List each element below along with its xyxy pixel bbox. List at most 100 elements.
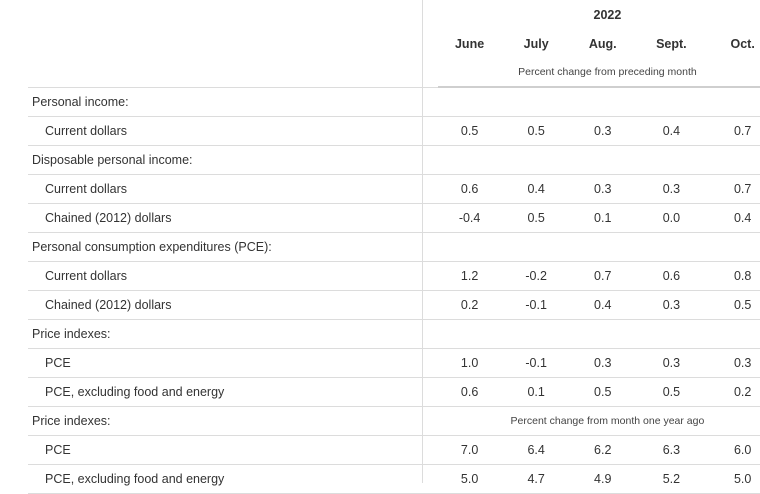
section-label: Personal consumption expenditures (PCE): [28, 232, 438, 262]
value-cell: 1.2 [437, 261, 502, 291]
section-label: Price indexes: [28, 319, 438, 349]
table-row: Current dollars 1.2 -0.2 0.7 0.6 0.8 [28, 261, 760, 291]
value-cell [437, 145, 502, 175]
value-cell: 0.8 [708, 261, 760, 291]
section-label: Price indexes: [28, 406, 438, 436]
personal-income-table: 2022 June July Aug. Sept. Oct. Percent c… [28, 0, 760, 494]
value-cell: -0.1 [501, 348, 571, 378]
blank-header-cell [28, 0, 438, 30]
value-cell [571, 232, 635, 262]
value-cell: 0.4 [708, 203, 760, 233]
value-cell [634, 145, 709, 175]
year-header-row: 2022 [28, 0, 760, 30]
value-cell [571, 145, 635, 175]
value-cell [501, 145, 571, 175]
value-cell: 0.3 [634, 348, 709, 378]
value-cell: 4.9 [571, 464, 635, 494]
value-cell: 0.7 [708, 116, 760, 146]
table-row: Personal income: [28, 87, 760, 117]
value-cell: 0.0 [634, 203, 709, 233]
value-cell [437, 87, 502, 117]
table-row: Disposable personal income: [28, 145, 760, 175]
data-table-container: 2022 June July Aug. Sept. Oct. Percent c… [28, 0, 760, 494]
value-cell: 0.6 [437, 174, 502, 204]
row-label: Current dollars [28, 261, 438, 291]
row-label: PCE, excluding food and energy [28, 377, 438, 407]
value-cell: 6.0 [708, 435, 760, 465]
table-row: PCE, excluding food and energy 5.0 4.7 4.9 5… [28, 464, 760, 494]
month-header-row: June July Aug. Sept. Oct. [28, 30, 760, 58]
value-cell: 5.0 [437, 464, 502, 494]
row-label: Chained (2012) dollars [28, 203, 438, 233]
table-row: Chained (2012) dollars 0.2 -0.1 0.4 0.3 0.5 [28, 290, 760, 320]
value-cell [634, 87, 709, 117]
value-cell: 0.3 [571, 348, 635, 378]
value-cell: -0.1 [501, 290, 571, 320]
value-cell: 0.6 [437, 377, 502, 407]
month-header: June [454, 37, 485, 51]
table-row: Personal consumption expenditures (PCE): [28, 232, 760, 262]
value-cell: 0.5 [634, 377, 709, 407]
value-cell: 6.4 [501, 435, 571, 465]
value-cell: 0.7 [708, 174, 760, 204]
value-cell: 0.2 [708, 377, 760, 407]
table-row: Current dollars 0.6 0.4 0.3 0.3 0.7 [28, 174, 760, 204]
value-cell: -0.2 [501, 261, 571, 291]
value-cell [501, 87, 571, 117]
row-label: Chained (2012) dollars [28, 290, 438, 320]
value-cell [634, 232, 709, 262]
value-cell: 0.4 [634, 116, 709, 146]
value-cell: 1.0 [437, 348, 502, 378]
subheading-row: Percent change from preceding month [28, 58, 760, 88]
value-cell: 5.2 [634, 464, 709, 494]
year-header: 2022 [593, 8, 622, 22]
value-cell: -0.4 [437, 203, 502, 233]
value-cell: 0.4 [501, 174, 571, 204]
table-subheading: Percent change from month one year ago [437, 406, 760, 436]
table-row: PCE 7.0 6.4 6.2 6.3 6.0 [28, 435, 760, 465]
value-cell: 0.1 [501, 377, 571, 407]
value-cell [501, 319, 571, 349]
blank-header-cell [28, 58, 438, 88]
value-cell [501, 232, 571, 262]
table-subheading: Percent change from preceding month [437, 58, 760, 88]
value-cell: 0.3 [571, 116, 635, 146]
section-label: Personal income: [28, 87, 438, 117]
value-cell [708, 232, 760, 262]
value-cell: 6.3 [634, 435, 709, 465]
month-header: Aug. [588, 37, 617, 51]
row-label: PCE [28, 348, 438, 378]
table-row: Price indexes: [28, 319, 760, 349]
value-cell: 0.3 [708, 348, 760, 378]
value-cell: 5.0 [708, 464, 760, 494]
blank-header-cell [28, 30, 438, 58]
value-cell [708, 87, 760, 117]
value-cell: 0.3 [634, 174, 709, 204]
value-cell: 0.4 [571, 290, 635, 320]
table-row: Current dollars 0.5 0.5 0.3 0.4 0.7 [28, 116, 760, 146]
table-row: Price indexes: Percent change from month … [28, 406, 760, 436]
value-cell: 0.5 [437, 116, 502, 146]
month-header: Sept. [656, 37, 687, 51]
section-label: Disposable personal income: [28, 145, 438, 175]
value-cell: 6.2 [571, 435, 635, 465]
table-body: Personal income: Current dollars 0.5 0.5 0.3… [28, 87, 760, 494]
row-label: PCE [28, 435, 438, 465]
value-cell: 0.3 [634, 290, 709, 320]
value-cell: 0.6 [634, 261, 709, 291]
value-cell [571, 319, 635, 349]
row-label: PCE, excluding food and energy [28, 464, 438, 494]
table-row: Chained (2012) dollars -0.4 0.5 0.1 0.0 0.4 [28, 203, 760, 233]
value-cell [708, 319, 760, 349]
month-header: Oct. [730, 37, 755, 51]
value-cell [634, 319, 709, 349]
value-cell: 0.1 [571, 203, 635, 233]
table-row: PCE, excluding food and energy 0.6 0.1 0.5 0… [28, 377, 760, 407]
value-cell: 4.7 [501, 464, 571, 494]
value-cell: 0.5 [708, 290, 760, 320]
row-label: Current dollars [28, 174, 438, 204]
value-cell: 0.3 [571, 174, 635, 204]
value-cell: 7.0 [437, 435, 502, 465]
row-label: Current dollars [28, 116, 438, 146]
month-header: July [523, 37, 549, 51]
